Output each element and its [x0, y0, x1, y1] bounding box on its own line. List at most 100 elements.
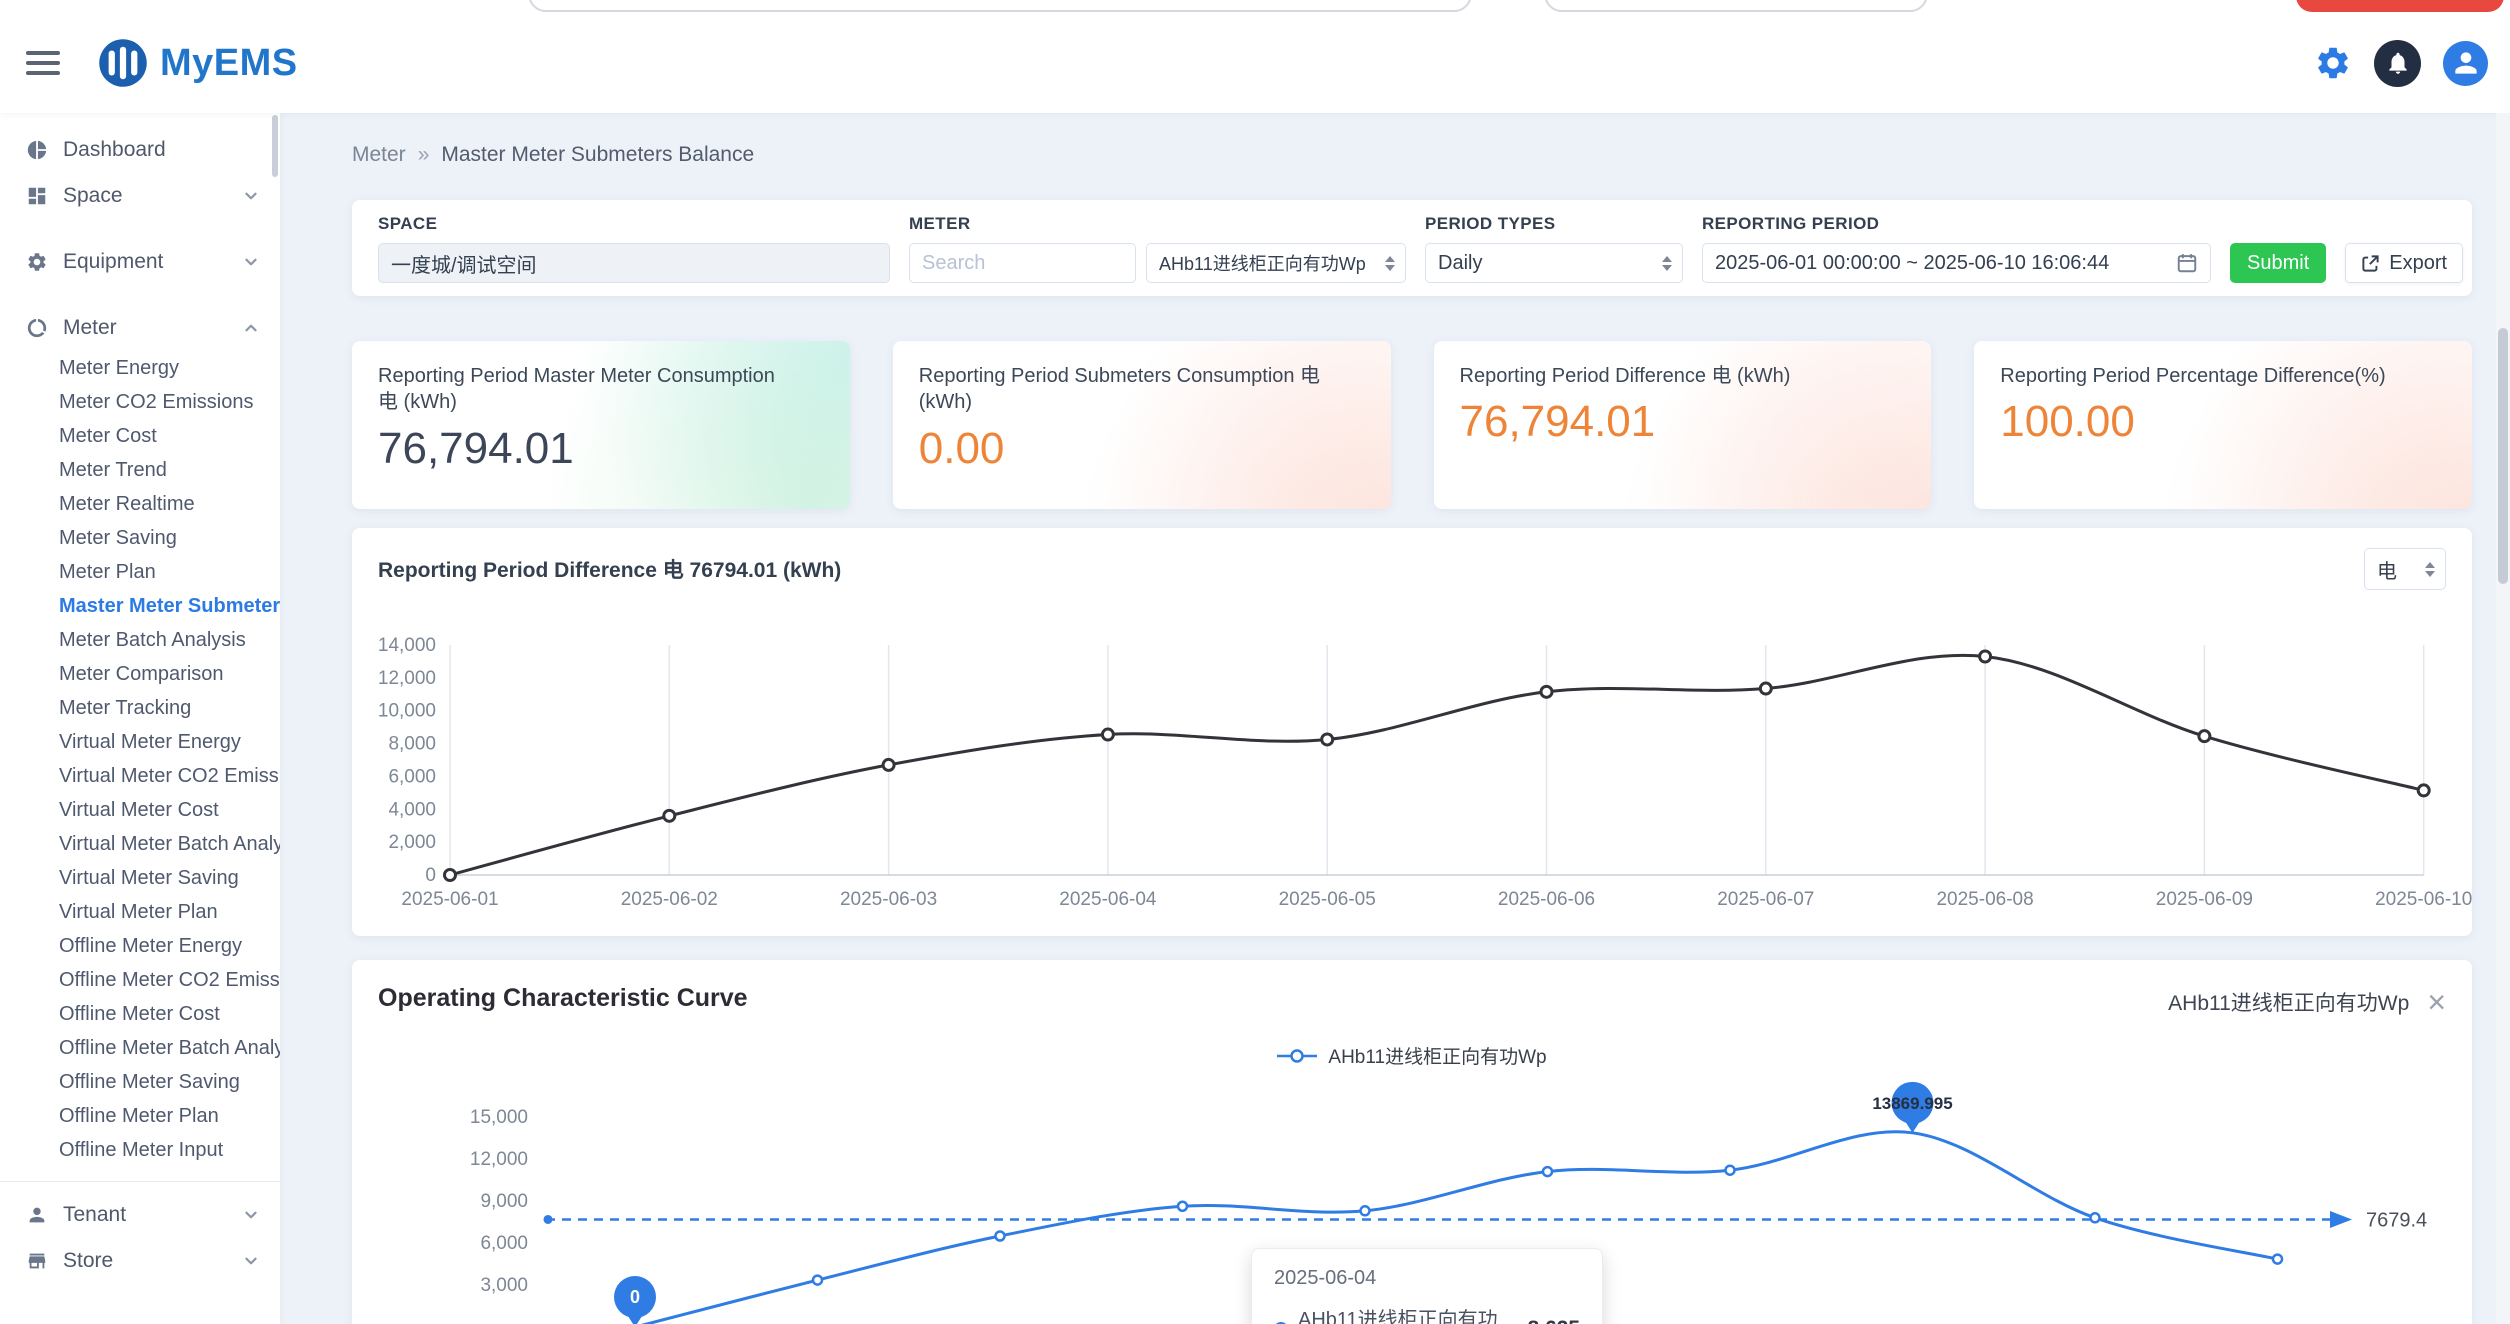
svg-text:2025-06-05: 2025-06-05: [1279, 889, 1376, 910]
space-icon: [26, 185, 48, 207]
tooltip-date: 2025-06-04: [1274, 1267, 1580, 1290]
sidebar-subitem-offline-meter-energy[interactable]: Offline Meter Energy: [0, 929, 280, 963]
calendar-icon[interactable]: [2176, 252, 2198, 274]
browser-field-remnant: [1544, 0, 1928, 12]
tooltip-series-name: AHb11进线柜正向有功Wp: [1298, 1303, 1527, 1324]
filter-panel: SPACE METER AHb11进线柜正向有功Wp PERIOD TYPES …: [352, 200, 2472, 296]
svg-text:4,000: 4,000: [388, 799, 436, 820]
sidebar-subitem-offline-meter-co2-emissions[interactable]: Offline Meter CO2 Emissions: [0, 963, 280, 997]
brand-name: MyEMS: [160, 42, 298, 85]
reporting-period-input[interactable]: 2025-06-01 00:00:00 ~ 2025-06-10 16:06:4…: [1702, 243, 2211, 283]
svg-text:7679.4: 7679.4: [2366, 1209, 2427, 1231]
stat-card-title: Reporting Period Master Meter Consumptio…: [378, 363, 798, 416]
svg-text:2025-06-08: 2025-06-08: [1936, 889, 2033, 910]
select-arrows-icon: [1385, 256, 1395, 271]
meter-search-input[interactable]: [909, 243, 1136, 283]
sidebar-subitem-meter-comparison[interactable]: Meter Comparison: [0, 657, 280, 691]
sidebar-item-tenant[interactable]: Tenant: [0, 1192, 280, 1238]
window-scrollbar[interactable]: [2496, 113, 2510, 1324]
series-panel-label: AHb11进线柜正向有功Wp: [2168, 987, 2409, 1017]
sidebar-scrollbar[interactable]: [272, 115, 278, 177]
sidebar-subitem-offline-meter-plan[interactable]: Offline Meter Plan: [0, 1099, 280, 1133]
settings-gear-icon[interactable]: [2314, 44, 2352, 82]
submit-button[interactable]: Submit: [2230, 243, 2326, 283]
chevron-down-icon: [242, 1252, 260, 1270]
legend-label[interactable]: AHb11进线柜正向有功Wp: [1328, 1042, 1546, 1069]
menu-toggle-icon[interactable]: [26, 45, 60, 81]
sidebar-item-store[interactable]: Store: [0, 1238, 280, 1284]
sidebar-item-equipment[interactable]: Equipment: [0, 239, 280, 285]
myems-logo-icon: [98, 38, 148, 88]
sidebar-subitem-offline-meter-saving[interactable]: Offline Meter Saving: [0, 1065, 280, 1099]
stat-card-value: 76,794.01: [1460, 397, 1906, 447]
sidebar-subitem-meter-plan[interactable]: Meter Plan: [0, 555, 280, 589]
stat-card-value: 0.00: [919, 424, 1365, 474]
sidebar-subitem-virtual-meter-batch-analysis[interactable]: Virtual Meter Batch Analysis: [0, 827, 280, 861]
sidebar-subitem-meter-trend[interactable]: Meter Trend: [0, 453, 280, 487]
notifications-bell-icon[interactable]: [2374, 40, 2421, 87]
close-icon[interactable]: ×: [2427, 986, 2446, 1018]
meter-select[interactable]: AHb11进线柜正向有功Wp: [1146, 243, 1406, 283]
sidebar-subitem-virtual-meter-cost[interactable]: Virtual Meter Cost: [0, 793, 280, 827]
sidebar-subitem-offline-meter-cost[interactable]: Offline Meter Cost: [0, 997, 280, 1031]
chart-legend: AHb11进线柜正向有功Wp: [352, 1042, 2472, 1069]
scrollbar-thumb[interactable]: [2498, 328, 2508, 584]
svg-text:2025-06-02: 2025-06-02: [621, 889, 718, 910]
svg-text:2,000: 2,000: [388, 832, 436, 853]
svg-text:9,000: 9,000: [480, 1191, 528, 1212]
breadcrumb-current: Master Meter Submeters Balance: [441, 143, 754, 166]
brand[interactable]: MyEMS: [98, 38, 298, 88]
svg-text:2025-06-03: 2025-06-03: [840, 889, 937, 910]
svg-text:2025-06-10: 2025-06-10: [2375, 889, 2472, 910]
svg-text:0: 0: [425, 865, 436, 886]
sidebar-subitem-master-meter-submeters-balance[interactable]: Master Meter Submeters Balance: [0, 589, 280, 623]
chart-tooltip: 2025-06-04 AHb11进线柜正向有功Wp 8,625: [1251, 1248, 1603, 1324]
breadcrumb-parent[interactable]: Meter: [352, 143, 406, 166]
sidebar-subitem-offline-meter-input[interactable]: Offline Meter Input: [0, 1133, 280, 1167]
sidebar-subitem-meter-batch-analysis[interactable]: Meter Batch Analysis: [0, 623, 280, 657]
sidebar-subitem-meter-tracking[interactable]: Meter Tracking: [0, 691, 280, 725]
chevron-down-icon: [242, 253, 260, 271]
main-content: Meter»Master Meter Submeters Balance SPA…: [280, 113, 2496, 1324]
sidebar-subitem-meter-co2-emissions[interactable]: Meter CO2 Emissions: [0, 385, 280, 419]
export-icon: [2361, 254, 2380, 273]
difference-line-chart[interactable]: 02,0004,0006,0008,00010,00012,00014,0002…: [378, 623, 2446, 923]
sidebar-subitem-virtual-meter-saving[interactable]: Virtual Meter Saving: [0, 861, 280, 895]
chevron-down-icon: [242, 1206, 260, 1224]
browser-red-button-remnant[interactable]: [2296, 0, 2504, 12]
svg-text:2025-06-06: 2025-06-06: [1498, 889, 1595, 910]
period-type-select[interactable]: Daily: [1425, 243, 1683, 283]
sidebar-item-dashboard[interactable]: Dashboard: [0, 127, 280, 173]
export-button[interactable]: Export: [2345, 243, 2463, 283]
svg-text:3,000: 3,000: [480, 1275, 528, 1296]
meter-icon: [26, 317, 48, 339]
sidebar-subitem-virtual-meter-co2-emissions[interactable]: Virtual Meter CO2 Emissions: [0, 759, 280, 793]
browser-chrome-remnant: [0, 0, 2510, 13]
sidebar-item-space[interactable]: Space: [0, 173, 280, 219]
sidebar-subitem-offline-meter-batch-analysis[interactable]: Offline Meter Batch Analysis: [0, 1031, 280, 1065]
chart-title: Operating Characteristic Curve: [378, 984, 748, 1013]
sidebar-subitem-virtual-meter-energy[interactable]: Virtual Meter Energy: [0, 725, 280, 759]
svg-text:10,000: 10,000: [378, 701, 436, 722]
reporting-period-label: REPORTING PERIOD: [1702, 214, 2211, 234]
browser-field-remnant: [528, 0, 1472, 12]
svg-text:8,000: 8,000: [388, 734, 436, 755]
sidebar-subitem-meter-realtime[interactable]: Meter Realtime: [0, 487, 280, 521]
chevron-up-icon: [242, 319, 260, 337]
svg-text:12,000: 12,000: [470, 1149, 528, 1170]
tenant-icon: [26, 1204, 48, 1226]
sidebar-subitem-virtual-meter-plan[interactable]: Virtual Meter Plan: [0, 895, 280, 929]
sidebar-subitem-meter-energy[interactable]: Meter Energy: [0, 351, 280, 385]
space-input[interactable]: [378, 243, 890, 283]
topbar: MyEMS: [0, 13, 2510, 113]
svg-text:12,000: 12,000: [378, 668, 436, 689]
stat-card-row: Reporting Period Master Meter Consumptio…: [352, 341, 2472, 509]
sidebar-subitem-meter-cost[interactable]: Meter Cost: [0, 419, 280, 453]
period-types-label: PERIOD TYPES: [1425, 214, 1683, 234]
sidebar-subitem-meter-saving[interactable]: Meter Saving: [0, 521, 280, 555]
energy-unit-select[interactable]: 电: [2364, 548, 2446, 590]
legend-line-icon: [1277, 1049, 1317, 1063]
user-avatar[interactable]: [2443, 41, 2488, 86]
chevron-down-icon: [242, 187, 260, 205]
sidebar-item-meter[interactable]: Meter: [0, 305, 280, 351]
